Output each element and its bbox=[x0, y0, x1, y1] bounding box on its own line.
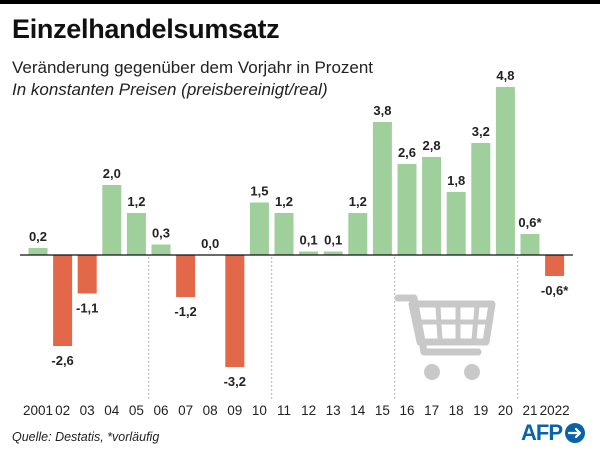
afp-logo-mark bbox=[565, 423, 585, 443]
value-label-2001: 0,2 bbox=[29, 229, 47, 244]
value-label-13: 0,1 bbox=[324, 233, 342, 248]
value-label-19: 3,2 bbox=[472, 124, 490, 139]
bar-18 bbox=[446, 192, 466, 255]
chart-subtitle: Veränderung gegenüber dem Vorjahr in Pro… bbox=[12, 58, 374, 77]
x-tick-18: 18 bbox=[449, 403, 464, 418]
top-rule bbox=[0, 0, 600, 4]
bar-05 bbox=[126, 213, 146, 255]
value-label-06: 0,3 bbox=[152, 226, 170, 241]
value-labels: 0,2 -2,6 -1,1 2,0 1,2 0,3 -1,2 0,0 -3,2 1,5 1,2 0,1… bbox=[29, 68, 569, 389]
value-label-15: 3,8 bbox=[373, 103, 391, 118]
x-tick-10: 10 bbox=[252, 403, 267, 418]
value-label-12: 0,1 bbox=[300, 233, 318, 248]
bar-10 bbox=[249, 202, 269, 255]
value-label-21: 0,6* bbox=[518, 215, 542, 230]
bar-17 bbox=[422, 157, 442, 255]
bar-16 bbox=[397, 164, 417, 255]
bar-2022 bbox=[545, 255, 565, 276]
bars bbox=[28, 87, 565, 367]
shopping-cart-icon bbox=[394, 294, 496, 380]
value-label-03: -1,1 bbox=[76, 301, 98, 316]
value-label-18: 1,8 bbox=[447, 173, 465, 188]
x-tick-03: 03 bbox=[80, 403, 95, 418]
x-tick-06: 06 bbox=[153, 403, 168, 418]
x-tick-2001: 2001 bbox=[23, 403, 53, 418]
value-label-02: -2,6 bbox=[51, 353, 73, 368]
afp-logo: AFP bbox=[521, 420, 586, 446]
value-label-11: 1,2 bbox=[275, 194, 293, 209]
bar-07 bbox=[176, 255, 196, 297]
bar-20 bbox=[495, 87, 515, 255]
x-tick-20: 20 bbox=[498, 403, 513, 418]
x-tick-17: 17 bbox=[424, 403, 439, 418]
afp-logo-text: AFP bbox=[521, 420, 563, 445]
value-label-08: 0,0 bbox=[201, 236, 219, 251]
x-tick-14: 14 bbox=[350, 403, 366, 418]
value-label-10: 1,5 bbox=[250, 184, 268, 199]
x-tick-16: 16 bbox=[399, 403, 414, 418]
value-label-16: 2,6 bbox=[398, 145, 416, 160]
x-tick-04: 04 bbox=[104, 403, 120, 418]
x-tick-05: 05 bbox=[129, 403, 144, 418]
x-tick-12: 12 bbox=[301, 403, 316, 418]
x-tick-02: 02 bbox=[55, 403, 70, 418]
x-tick-07: 07 bbox=[178, 403, 193, 418]
x-tick-2022: 2022 bbox=[540, 403, 570, 418]
x-tick-08: 08 bbox=[203, 403, 218, 418]
bar-09 bbox=[225, 255, 245, 367]
x-tick-13: 13 bbox=[326, 403, 341, 418]
chart-title: Einzelhandelsumsatz bbox=[12, 14, 280, 44]
bar-15 bbox=[372, 122, 392, 255]
source-note: Quelle: Destatis, *vorläufig bbox=[12, 430, 160, 444]
bar-19 bbox=[471, 143, 491, 255]
x-axis-tick-labels: 2001 02 03 04 05 06 07 08 09 10 11 12 13 14 15 16 17 18 19… bbox=[23, 403, 570, 418]
x-tick-15: 15 bbox=[375, 403, 390, 418]
bar-2001 bbox=[28, 248, 48, 255]
x-tick-21: 21 bbox=[522, 403, 537, 418]
bar-06 bbox=[151, 244, 171, 255]
bar-11 bbox=[274, 213, 294, 255]
bar-13 bbox=[323, 251, 343, 255]
value-label-07: -1,2 bbox=[174, 304, 196, 319]
value-label-05: 1,2 bbox=[127, 194, 145, 209]
x-tick-11: 11 bbox=[277, 403, 291, 418]
value-label-17: 2,8 bbox=[423, 138, 441, 153]
bar-02 bbox=[53, 255, 73, 346]
x-tick-19: 19 bbox=[473, 403, 488, 418]
value-label-20: 4,8 bbox=[496, 68, 514, 83]
value-label-14: 1,2 bbox=[349, 194, 367, 209]
chart-subtitle-secondary: In konstanten Preisen (preisbereinigt/re… bbox=[12, 80, 328, 99]
x-tick-09: 09 bbox=[227, 403, 242, 418]
bar-21 bbox=[520, 234, 540, 255]
bar-03 bbox=[77, 255, 97, 294]
bar-04 bbox=[102, 185, 122, 255]
value-label-04: 2,0 bbox=[103, 166, 121, 181]
bar-12 bbox=[299, 251, 319, 255]
value-label-2022: -0,6* bbox=[541, 283, 569, 298]
value-label-09: -3,2 bbox=[224, 374, 246, 389]
bar-14 bbox=[348, 213, 368, 255]
decade-separators bbox=[148, 257, 519, 400]
